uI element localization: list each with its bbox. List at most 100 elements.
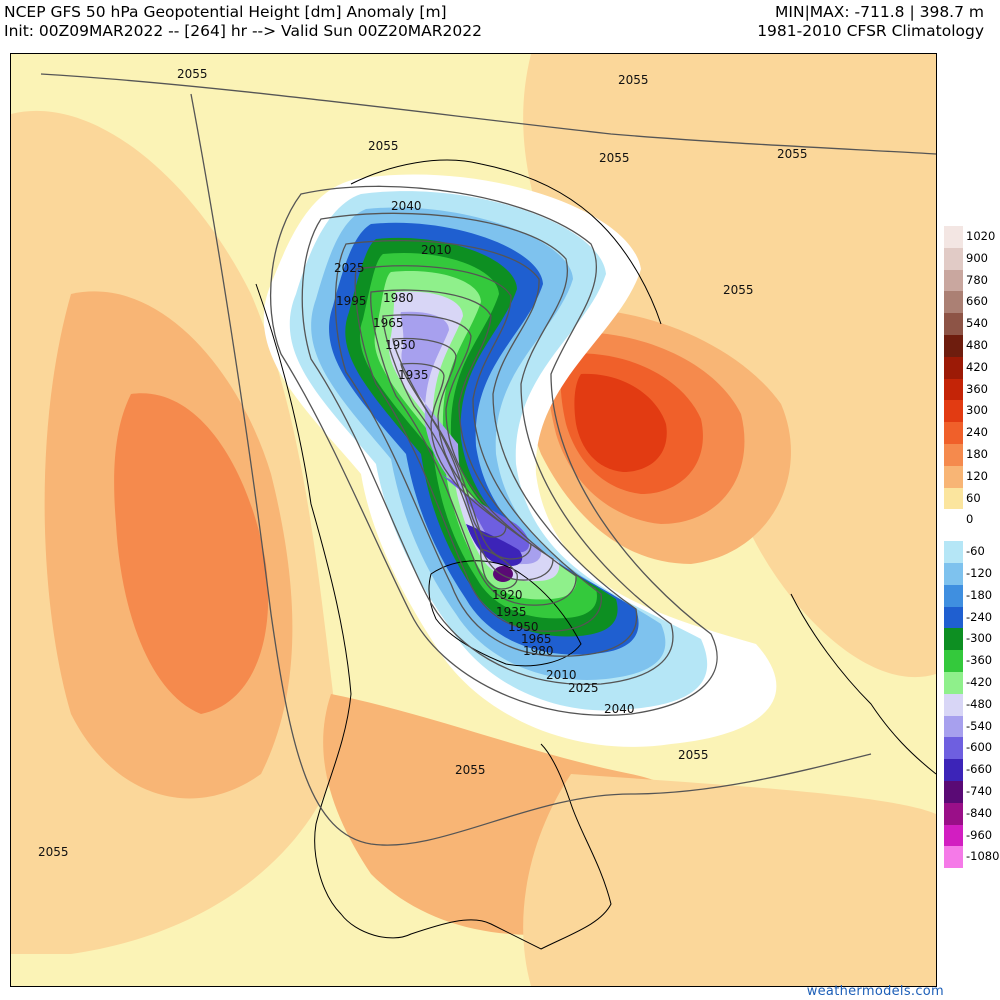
credit-link[interactable]: weathermodels.com	[806, 984, 944, 999]
legend-label: 0	[966, 512, 974, 527]
contour-label-2040-b: 2040	[604, 702, 635, 716]
contour-label-1965-b: 1965	[521, 632, 552, 646]
legend-swatch	[944, 672, 963, 694]
legend-label: -120	[966, 566, 993, 580]
contour-label-1950-a: 1950	[385, 338, 416, 352]
legend-swatch	[944, 759, 963, 781]
legend-label: 1020	[966, 229, 996, 243]
contour-label-2055-d: 2055	[599, 151, 630, 165]
legend-swatch	[944, 400, 963, 423]
vortex-core	[493, 566, 513, 582]
legend-swatch	[944, 824, 963, 847]
legend-label: 900	[966, 250, 988, 265]
legend-swatch	[944, 422, 963, 444]
legend-label: 420	[966, 359, 988, 374]
contour-label-2010-b: 2010	[546, 668, 577, 682]
contour-label-2055-g: 2055	[678, 748, 709, 762]
legend-swatch	[944, 509, 963, 528]
legend-swatch	[944, 335, 963, 357]
contour-2055-north	[40, 73, 936, 155]
contour-label-1995: 1995	[336, 294, 367, 308]
legend-swatch	[944, 356, 963, 379]
min-max-readout: MIN|MAX: -711.8 | 398.7 m	[775, 3, 984, 21]
map-title: NCEP GFS 50 hPa Geopotential Height [dm]…	[4, 3, 447, 21]
legend-label: -240	[966, 609, 993, 624]
contour-2025	[301, 212, 674, 685]
legend-label: 780	[966, 272, 988, 287]
contour-1935	[400, 362, 507, 538]
contour-label-1965-a: 1965	[373, 316, 404, 330]
legend-label: 180	[966, 447, 988, 461]
contour-label-2025-a: 2025	[334, 261, 365, 275]
vortex-band-9	[441, 474, 530, 553]
pacific-positive-inner	[114, 393, 269, 714]
legend-swatch	[944, 693, 963, 716]
europe-coastline	[790, 593, 936, 775]
legend-label: -1080	[966, 849, 1000, 864]
legend-label: -60	[966, 544, 985, 559]
contour-label-1980-b: 1980	[523, 644, 554, 658]
climatology-label: 1981-2010 CFSR Climatology	[757, 22, 984, 40]
contour-1920	[479, 548, 518, 590]
contour-2055-west	[190, 93, 872, 846]
contour-label-2055-h: 2055	[455, 763, 486, 777]
height-contour-layer	[40, 73, 936, 846]
siberia-positive-peak	[574, 373, 667, 472]
contour-label-1935-a: 1935	[398, 368, 429, 382]
legend-label: -360	[966, 653, 993, 668]
legend-swatch	[944, 541, 963, 563]
legend-label: 240	[966, 425, 988, 440]
legend-swatch	[944, 247, 963, 270]
legend-label: -960	[966, 827, 993, 842]
contour-1965	[382, 314, 554, 581]
contour-label-2010-a: 2010	[421, 243, 452, 257]
legend-label: 120	[966, 468, 988, 483]
legend-swatch	[944, 444, 963, 466]
legend-swatch	[944, 715, 963, 738]
legend-label: 660	[966, 294, 988, 309]
legend-swatch	[944, 802, 963, 825]
legend-swatch	[944, 737, 963, 760]
legend-label: 540	[966, 316, 988, 331]
anomaly-map: 2055 2055 2055 2055 2055 2055 2055 2055 …	[11, 54, 936, 986]
vortex-band-10	[466, 524, 523, 566]
legend-label: -480	[966, 696, 993, 711]
legend-label: 360	[966, 381, 988, 396]
legend-label: -840	[966, 805, 993, 820]
contour-label-2055-i: 2055	[38, 845, 69, 859]
contour-label-layer: 2055 2055 2055 2055 2055 2055 2055 2055 …	[38, 67, 808, 859]
legend-label: 60	[966, 490, 981, 505]
legend-swatch	[944, 313, 963, 335]
greenland-coastline	[428, 560, 582, 667]
legend-label: 300	[966, 403, 988, 418]
legend-swatch	[944, 846, 963, 869]
atlantic-positive	[523, 774, 936, 986]
contour-label-2055-c: 2055	[368, 139, 399, 153]
legend-swatch	[944, 378, 963, 401]
contour-1995	[354, 265, 602, 632]
color-legend: 1020 900 780 660 540 480 420 360 300 240 180 120 60 0…	[944, 226, 1000, 869]
legend-swatch	[944, 269, 963, 292]
legend-swatch	[944, 650, 963, 672]
contour-2040	[269, 185, 718, 716]
contour-label-1980-a: 1980	[383, 291, 414, 305]
coastline-layer	[255, 159, 936, 950]
legend-swatch	[944, 465, 963, 488]
legend-label: -300	[966, 631, 993, 646]
legend-label: -660	[966, 762, 993, 777]
contour-2010	[334, 239, 638, 657]
legend-label: -180	[966, 587, 993, 602]
contour-label-2025-b: 2025	[568, 681, 599, 695]
legend-swatch	[944, 487, 963, 510]
map-panel: 2055 2055 2055 2055 2055 2055 2055 2055 …	[10, 53, 937, 987]
contour-label-1935-b: 1935	[496, 605, 527, 619]
legend-label: 480	[966, 338, 988, 352]
legend-swatch	[944, 584, 963, 607]
contour-label-1950-b: 1950	[508, 620, 539, 634]
legend-swatch	[944, 628, 963, 651]
contour-1980	[370, 289, 577, 606]
asia-coastline	[350, 159, 662, 325]
init-valid-time: Init: 00Z09MAR2022 -- [264] hr --> Valid…	[4, 22, 483, 40]
contour-label-2055-e: 2055	[777, 147, 808, 161]
legend-swatch	[944, 226, 963, 248]
